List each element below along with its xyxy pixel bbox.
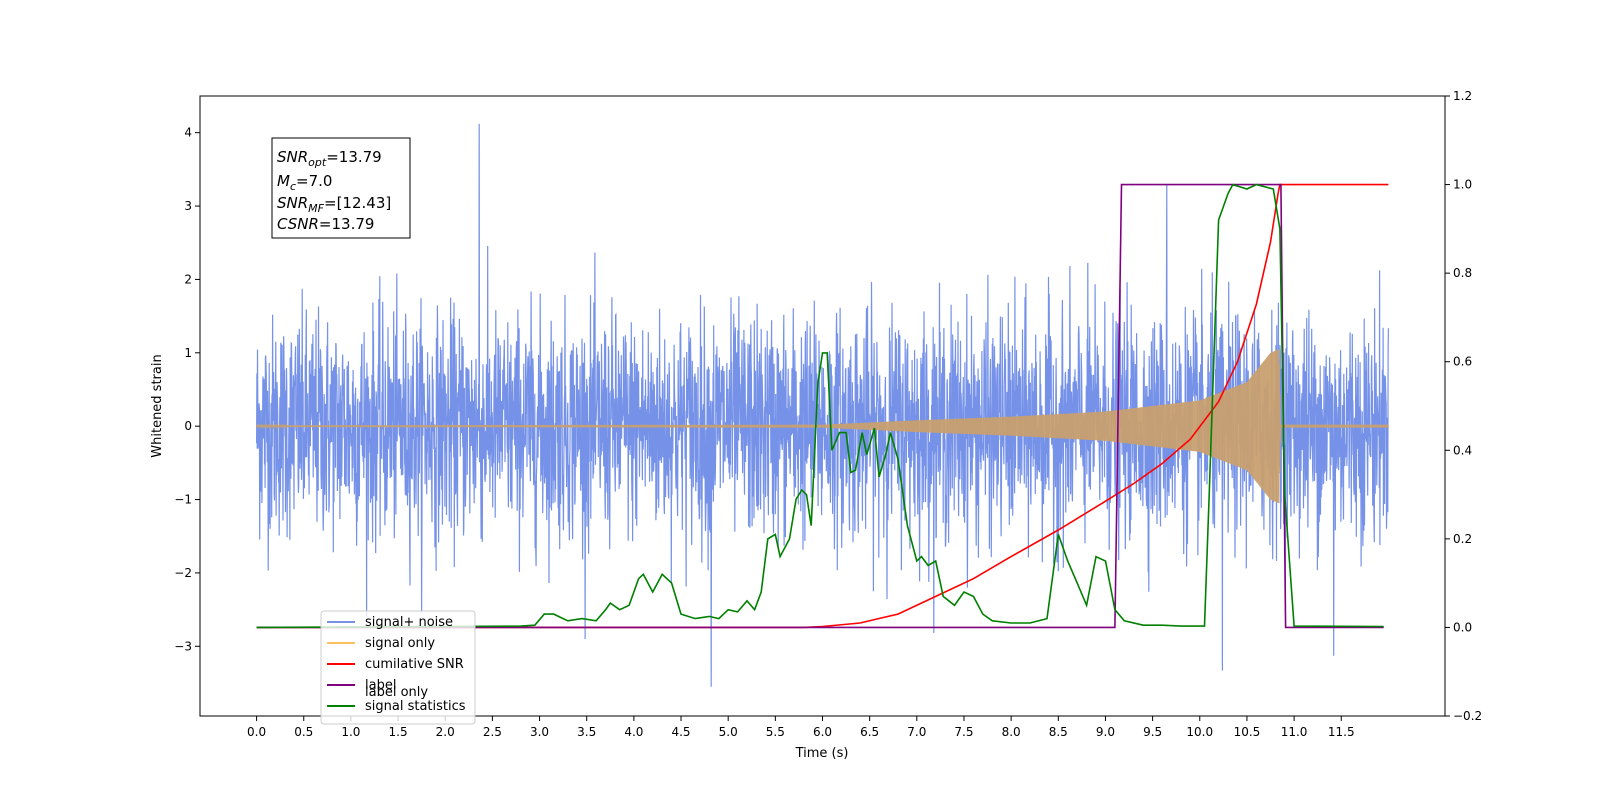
- series-signal-statistics: [256, 183, 1384, 629]
- x-tick-label: 11.5: [1328, 725, 1355, 739]
- y-right-tick-label: 0.2: [1453, 532, 1472, 546]
- legend-label: label: [365, 678, 396, 693]
- series-line: [256, 183, 1389, 629]
- y-left-tick-label: 0: [184, 419, 192, 433]
- x-tick-label: 2.5: [483, 725, 502, 739]
- x-tick-label: 1.5: [389, 725, 408, 739]
- x-tick-label: 7.5: [954, 725, 973, 739]
- x-tick-label: 3.0: [530, 725, 549, 739]
- annotation-snr-opt: SNRopt=13.79: [277, 148, 382, 169]
- y-left-tick-label: 1: [184, 346, 192, 360]
- x-axis-label: Time (s): [795, 746, 849, 761]
- y-axis-right: 1.2 1.0 0.8 0.6 0.4 0.2 0.0 −0.2: [1445, 89, 1482, 723]
- annotation-csnr: CSNR=13.79: [277, 215, 374, 233]
- y-axis-left: 4 3 2 1 0 −1 −2 −3: [174, 126, 200, 653]
- x-tick-label: 10.5: [1234, 725, 1261, 739]
- x-tick-label: 1.0: [341, 725, 360, 739]
- y-left-tick-label: −1: [174, 493, 192, 507]
- annotation-snr-mf: SNRMF=[12.43]: [277, 194, 391, 215]
- x-tick-label: 4.5: [671, 725, 690, 739]
- legend-label: signal statistics: [365, 699, 466, 714]
- x-tick-label: 4.0: [624, 725, 643, 739]
- x-tick-label: 0.0: [247, 725, 266, 739]
- annotation-frame: [271, 137, 411, 239]
- series-line: [256, 349, 1389, 504]
- annotation-mc: Mc=7.0: [277, 172, 332, 193]
- y-left-tick-label: 2: [184, 272, 192, 286]
- y-right-tick-label: 0.0: [1453, 620, 1472, 634]
- x-tick-label: 7.0: [907, 725, 926, 739]
- legend-label: signal only: [365, 636, 435, 651]
- y-left-tick-label: 3: [184, 199, 192, 213]
- x-tick-label: 5.5: [766, 725, 785, 739]
- x-tick-label: 9.0: [1096, 725, 1115, 739]
- x-tick-label: 8.5: [1049, 725, 1068, 739]
- y-axis-label: Whitened strain: [150, 354, 165, 457]
- y-left-tick-label: 4: [184, 126, 192, 140]
- x-tick-label: 6.5: [860, 725, 879, 739]
- x-tick-label: 5.0: [719, 725, 738, 739]
- series-label: [256, 183, 1384, 629]
- series-line: [256, 183, 1384, 629]
- x-tick-label: 0.5: [294, 725, 313, 739]
- y-right-tick-label: −0.2: [1453, 709, 1482, 723]
- series-layer: [256, 123, 1389, 687]
- series-line: [256, 183, 1384, 629]
- legend: label only signal+ noise signal only cumila…: [320, 610, 476, 725]
- y-right-tick-label: 0.8: [1453, 266, 1472, 280]
- x-tick-label: 11.0: [1281, 725, 1308, 739]
- annotation-box: SNRopt=13.79 Mc=7.0 SNRMF=[12.43] CSNR=1…: [271, 137, 411, 239]
- x-tick-label: 8.0: [1002, 725, 1021, 739]
- x-tick-label: 6.0: [813, 725, 832, 739]
- series-signal-only: [256, 349, 1389, 504]
- x-axis: 0.0 0.5 1.0 1.5 2.0 2.5 3.0 3.5 4.0 4.5 5.0 5.5 6.0 6…: [247, 716, 1355, 739]
- legend-frame: [320, 610, 476, 725]
- y-right-tick-label: 0.6: [1453, 355, 1472, 369]
- legend-label: cumilative SNR: [365, 657, 464, 672]
- y-left-tick-label: −2: [174, 566, 192, 580]
- y-right-tick-label: 1.0: [1453, 178, 1472, 192]
- x-tick-label: 9.5: [1143, 725, 1162, 739]
- x-tick-label: 3.5: [577, 725, 596, 739]
- y-right-tick-label: 1.2: [1453, 89, 1472, 103]
- y-right-tick-label: 0.4: [1453, 443, 1472, 457]
- legend-hidden-label: label only: [365, 685, 428, 700]
- x-tick-label: 2.0: [436, 725, 455, 739]
- y-left-tick-label: −3: [174, 639, 192, 653]
- x-tick-label: 10.0: [1186, 725, 1213, 739]
- series-cumilative-snr: [256, 183, 1389, 629]
- legend-label: signal+ noise: [365, 615, 453, 630]
